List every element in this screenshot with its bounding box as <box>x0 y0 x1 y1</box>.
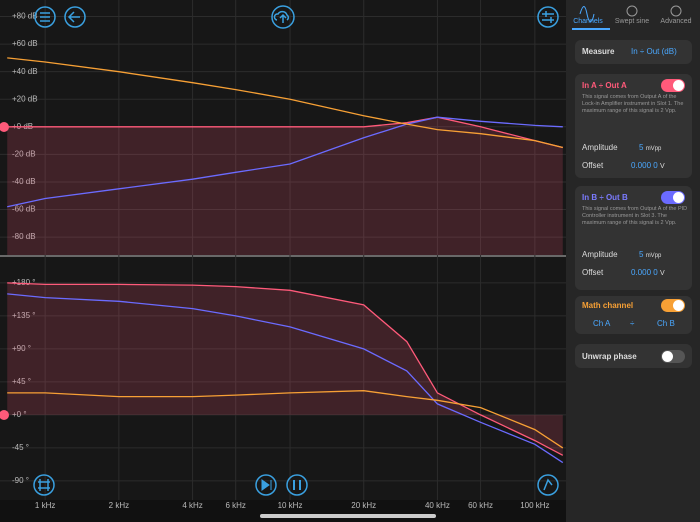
tab-icons <box>579 5 682 22</box>
tab[interactable]: Swept sine <box>614 18 650 25</box>
value[interactable]: 5 mVpp <box>639 143 661 152</box>
menu-icon <box>40 12 50 22</box>
play-icon <box>261 479 272 491</box>
y-tick-label: +20 dB <box>12 94 38 103</box>
back-icon <box>67 11 80 23</box>
y-tick-label: +180 ° <box>12 278 35 287</box>
x-tick-label: 40 kHz <box>425 501 450 510</box>
advanced-icon <box>670 5 682 17</box>
channel-title: In A ÷ Out A <box>582 81 627 90</box>
toggle[interactable] <box>661 350 685 363</box>
unit: mVpp <box>645 253 662 259</box>
description: This signal comes from Output A of the P… <box>582 206 688 226</box>
reference-marker <box>0 410 9 420</box>
series-line <box>7 282 564 456</box>
y-tick-label: -40 dB <box>12 177 36 186</box>
series-line <box>7 390 564 449</box>
channel-card: In A ÷ Out A This signal comes from Outp… <box>575 74 692 178</box>
y-tick-label: +90 ° <box>12 344 31 353</box>
series-line <box>7 293 564 464</box>
y-tick-label: +45 ° <box>12 377 31 386</box>
y-tick-label: +40 dB <box>12 67 38 76</box>
back-button[interactable] <box>64 6 86 28</box>
y-tick-label: -80 dB <box>12 232 36 241</box>
math-title: Math channel <box>582 301 634 310</box>
x-tick-label: 4 kHz <box>182 501 202 510</box>
offset: 0.000 0 <box>631 161 658 170</box>
channels-icon <box>579 6 595 22</box>
label: Offset <box>582 161 604 170</box>
reference-marker <box>0 122 9 132</box>
plot-bg <box>0 0 566 522</box>
area <box>7 117 563 255</box>
label: Offset <box>582 268 604 277</box>
y-tick-label: +135 ° <box>12 311 35 320</box>
label: Unwrap phase <box>582 352 637 361</box>
value[interactable]: 0.000 0 V <box>631 161 665 170</box>
measure-card[interactable]: Measure In ÷ Out (dB) <box>575 40 692 64</box>
x-tick-label: 20 kHz <box>351 501 376 510</box>
tab[interactable]: Channels <box>573 18 603 25</box>
y-tick-label: -90 ° <box>12 476 29 485</box>
channel-title: In B ÷ Out B <box>582 193 628 202</box>
cursor-icon <box>543 478 553 491</box>
tab-indicator <box>572 28 610 30</box>
label: Amplitude <box>582 250 618 259</box>
value[interactable]: 5 mVpp <box>639 250 661 259</box>
description: This signal comes from Output A of the L… <box>582 94 684 114</box>
toggle[interactable] <box>661 79 685 92</box>
y-tick-label: +80 dB <box>12 12 38 21</box>
x-tick-label: 6 kHz <box>225 501 245 510</box>
cloud-button[interactable] <box>271 5 295 29</box>
operand[interactable]: Ch B <box>657 319 675 328</box>
y-tick-label: +0 ° <box>12 410 27 419</box>
operand[interactable]: Ch A <box>593 319 611 328</box>
side-panel: Channels Swept sine Advanced Measure In … <box>566 0 700 522</box>
y-tick-label: -20 dB <box>12 149 36 158</box>
x-tick-label: 60 kHz <box>468 501 493 510</box>
amplitude: 5 <box>639 250 644 259</box>
amplitude: 5 <box>639 143 644 152</box>
settings-button[interactable] <box>537 6 559 28</box>
y-tick-label: +60 dB <box>12 39 38 48</box>
cursor-button[interactable] <box>537 474 559 496</box>
toggle[interactable] <box>661 191 685 204</box>
play-button[interactable] <box>255 474 277 496</box>
label: Measure <box>582 47 615 56</box>
label: Amplitude <box>582 143 618 152</box>
x-tick-label: 100 kHz <box>520 501 549 510</box>
x-tick-label: 10 kHz <box>278 501 303 510</box>
unwrap-card: Unwrap phase <box>575 344 692 368</box>
sweep-icon <box>626 5 638 17</box>
plot-area: +80 dB+60 dB+40 dB+20 dB+0 dB-20 dB-40 d… <box>0 0 566 522</box>
pause-button[interactable] <box>286 474 308 496</box>
unit: V <box>659 270 665 277</box>
series-line <box>7 57 563 149</box>
series-line <box>7 116 563 149</box>
area <box>7 282 563 456</box>
x-tick-label: 1 kHz <box>35 501 55 510</box>
menu-button[interactable] <box>34 6 56 28</box>
series-line <box>7 116 563 208</box>
toggle[interactable] <box>661 299 685 312</box>
offset: 0.000 0 <box>631 268 658 277</box>
operator[interactable]: ÷ <box>630 319 635 328</box>
grid-icon <box>38 479 50 491</box>
cloud-icon <box>273 10 290 23</box>
unit: mVpp <box>645 146 662 152</box>
math-card: Math channel Ch A ÷ Ch B <box>575 296 692 334</box>
unit: V <box>659 163 665 170</box>
channel-card: In B ÷ Out B This signal comes from Outp… <box>575 186 692 290</box>
x-tick-label: 2 kHz <box>109 501 129 510</box>
pause-icon <box>293 480 301 490</box>
home-indicator <box>260 514 436 518</box>
settings-icon <box>542 11 554 23</box>
value[interactable]: 0.000 0 V <box>631 268 665 277</box>
value: In ÷ Out (dB) <box>631 47 677 56</box>
y-tick-label: -60 dB <box>12 205 36 214</box>
tab[interactable]: Advanced <box>660 18 692 25</box>
y-tick-label: -45 ° <box>12 443 29 452</box>
grid-button[interactable] <box>33 474 55 496</box>
